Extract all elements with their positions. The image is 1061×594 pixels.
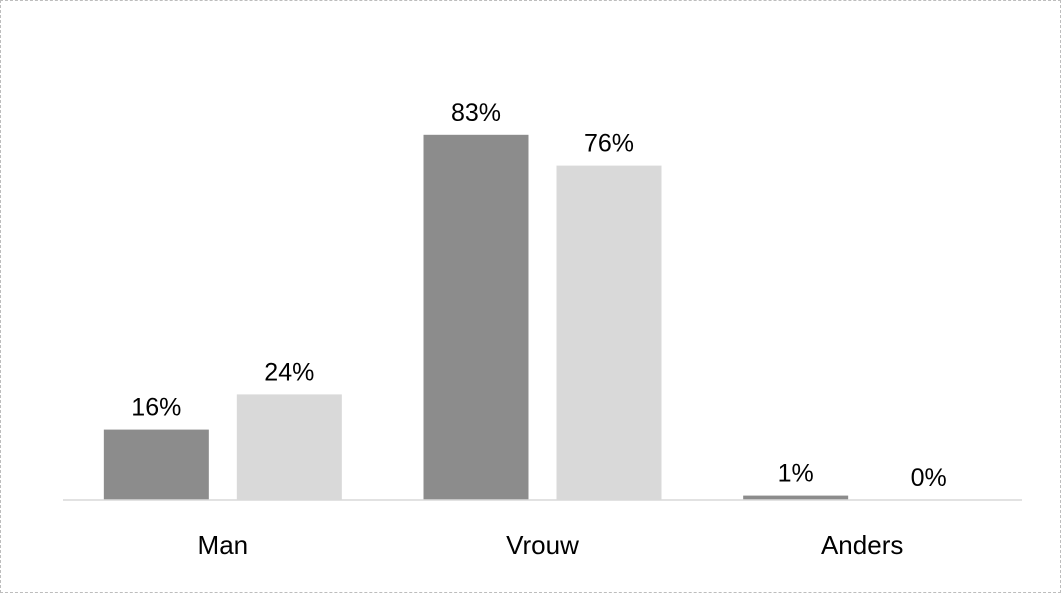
bar-vrouw-series-1 <box>423 134 529 501</box>
bar-man-series-2 <box>236 394 342 500</box>
data-label-man-series-1: 16% <box>131 394 181 422</box>
value-labels-layer: 16% 24% 83% 76% 1% 0% <box>131 99 946 492</box>
data-label-anders-series-2: 0% <box>911 464 947 492</box>
data-label-vrouw-series-2: 76% <box>584 130 634 158</box>
bars-layer <box>103 134 849 501</box>
bar-anders-series-1 <box>743 495 849 500</box>
data-label-vrouw-series-1: 83% <box>451 99 501 127</box>
category-labels-layer: Man Vrouw Anders <box>198 530 904 560</box>
bar-vrouw-series-2 <box>556 165 662 500</box>
category-label-anders: Anders <box>821 530 903 560</box>
data-label-man-series-2: 24% <box>264 358 314 386</box>
data-label-anders-series-1: 1% <box>778 460 814 488</box>
category-label-man: Man <box>198 530 249 560</box>
bar-man-series-1 <box>103 429 209 500</box>
category-label-vrouw: Vrouw <box>506 530 579 560</box>
